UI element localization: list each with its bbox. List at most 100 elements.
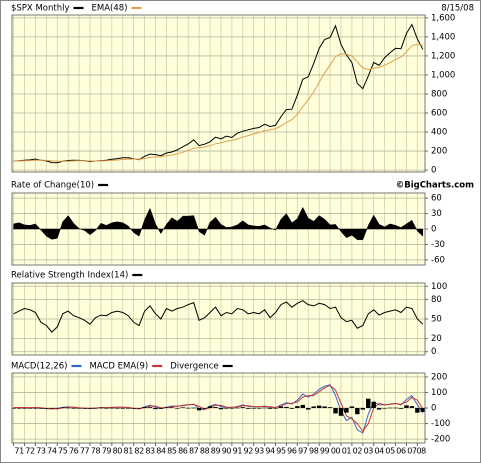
y-tick-label: 100 bbox=[431, 388, 447, 398]
x-tick-label: 72 bbox=[25, 447, 35, 456]
y-tick-label: 200 bbox=[431, 372, 447, 382]
y-tick-label: 0 bbox=[431, 225, 436, 235]
bar bbox=[109, 407, 115, 409]
y-tick-label: 0 bbox=[431, 166, 436, 176]
legend-label: $SPX Monthly bbox=[11, 4, 70, 14]
bar bbox=[87, 408, 93, 409]
bar bbox=[98, 407, 104, 409]
series-line bbox=[13, 384, 424, 433]
bar bbox=[322, 406, 327, 408]
bar bbox=[120, 408, 125, 409]
y-tick-label: 80 bbox=[431, 295, 442, 305]
bar bbox=[333, 408, 338, 414]
y-tick-label: 1,400 bbox=[431, 32, 455, 42]
x-tick-label: 04 bbox=[374, 447, 384, 456]
bar bbox=[229, 408, 235, 409]
x-tick-label: 98 bbox=[309, 447, 319, 456]
x-tick-label: 05 bbox=[385, 447, 395, 456]
bar bbox=[202, 408, 207, 409]
bar bbox=[256, 408, 262, 409]
bar bbox=[213, 407, 218, 408]
bar bbox=[49, 408, 55, 409]
x-tick-label: 85 bbox=[167, 447, 177, 456]
bar bbox=[295, 406, 300, 408]
x-tick-label: 89 bbox=[211, 447, 221, 456]
bar bbox=[306, 408, 311, 410]
x-tick-label: 81 bbox=[124, 447, 134, 456]
bar bbox=[404, 405, 409, 408]
bar bbox=[376, 408, 382, 410]
legend-label: EMA(48) bbox=[92, 4, 128, 14]
y-tick-label: 100 bbox=[431, 282, 447, 292]
bar bbox=[153, 408, 158, 410]
bar bbox=[142, 407, 147, 408]
x-tick-label: 79 bbox=[102, 447, 112, 456]
bar bbox=[65, 407, 71, 409]
bar bbox=[158, 408, 164, 409]
bar bbox=[415, 408, 420, 413]
x-tick-label: 82 bbox=[134, 447, 144, 456]
bar bbox=[382, 408, 387, 409]
x-tick-label: 93 bbox=[254, 447, 264, 456]
bar bbox=[93, 407, 98, 409]
y-tick-label: -30 bbox=[431, 240, 445, 250]
x-tick-label: 87 bbox=[189, 447, 199, 456]
x-tick-label: 76 bbox=[69, 447, 79, 456]
bar bbox=[136, 408, 142, 409]
bar bbox=[16, 408, 22, 409]
bar bbox=[371, 401, 376, 408]
x-tick-label: 00 bbox=[331, 447, 341, 456]
y-tick-label: 400 bbox=[431, 128, 447, 138]
bar bbox=[126, 408, 131, 409]
x-tick-label: 92 bbox=[244, 447, 254, 456]
x-tick-label: 97 bbox=[298, 447, 308, 456]
y-tick-label: -100 bbox=[431, 419, 450, 429]
y-tick-label: 800 bbox=[431, 89, 447, 99]
bar bbox=[196, 408, 202, 411]
bar bbox=[22, 408, 27, 409]
bar bbox=[115, 408, 120, 409]
x-tick-label: 01 bbox=[342, 447, 352, 456]
legend-label: Relative Strength Index(14) bbox=[11, 271, 128, 281]
bar bbox=[316, 405, 322, 408]
y-tick-label: 1,600 bbox=[431, 13, 455, 23]
bar bbox=[147, 407, 153, 408]
bar bbox=[207, 406, 213, 408]
series-line bbox=[13, 300, 424, 333]
bar bbox=[366, 398, 371, 408]
x-tick-label: 88 bbox=[200, 447, 210, 456]
bar bbox=[186, 407, 191, 409]
bar bbox=[273, 408, 278, 409]
bar bbox=[251, 408, 256, 409]
bar bbox=[38, 408, 44, 409]
legend-label: MACD EMA(9) bbox=[89, 362, 148, 372]
plot-border bbox=[11, 192, 426, 266]
plot-area bbox=[12, 15, 425, 172]
x-tick-label: 74 bbox=[47, 447, 57, 456]
bar bbox=[33, 408, 38, 409]
bar bbox=[169, 407, 175, 408]
x-tick-label: 02 bbox=[353, 447, 363, 456]
date-label: 8/15/08 bbox=[441, 4, 474, 14]
y-tick-label: -200 bbox=[431, 435, 450, 445]
x-tick-label: 75 bbox=[58, 447, 68, 456]
bar bbox=[235, 407, 240, 409]
x-tick-label: 06 bbox=[396, 447, 406, 456]
x-tick-label: 77 bbox=[80, 447, 90, 456]
bar bbox=[71, 408, 76, 409]
plot-border bbox=[11, 14, 426, 173]
legend-label: MACD(12,26) bbox=[11, 362, 67, 372]
y-tick-label: 1,200 bbox=[431, 51, 455, 61]
x-tick-label: 99 bbox=[320, 447, 330, 456]
bar bbox=[360, 408, 366, 410]
y-tick-label: 200 bbox=[431, 147, 447, 157]
bar bbox=[349, 406, 355, 408]
bar bbox=[344, 408, 349, 413]
bar bbox=[11, 408, 16, 409]
credit: ©BigCharts.com bbox=[396, 181, 474, 191]
bar bbox=[60, 407, 65, 408]
y-tick-label: 60 bbox=[431, 194, 442, 204]
bar bbox=[224, 408, 229, 409]
bar bbox=[267, 408, 273, 409]
bar bbox=[311, 406, 316, 408]
